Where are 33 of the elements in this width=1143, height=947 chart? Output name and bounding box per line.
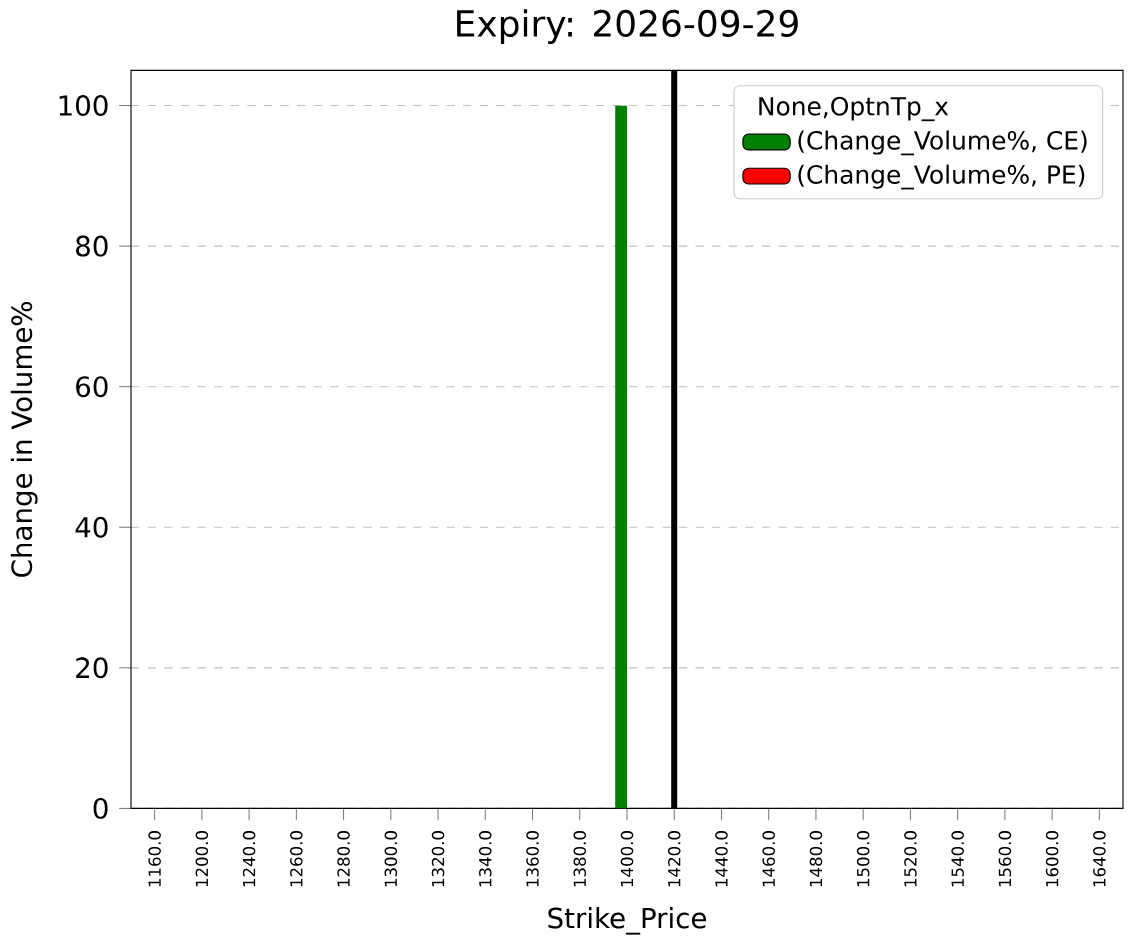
- x-tick-label: 1560.0: [998, 830, 1012, 887]
- y-tick-label: 80: [76, 235, 108, 257]
- x-tick-label: 1420.0: [667, 830, 681, 887]
- x-tick-label: 1640.0: [1093, 830, 1106, 887]
- x-tick-label: 1340.0: [479, 830, 492, 887]
- x-tick-label: 1240.0: [242, 830, 256, 887]
- y-tick-label: 100: [59, 94, 108, 116]
- legend-title: None,OptnTp_x: [759, 96, 949, 121]
- x-tick-label: 1360.0: [526, 830, 539, 887]
- y-tick-label: 40: [75, 516, 108, 538]
- x-tick-label: 1460.0: [762, 830, 775, 887]
- x-tick-label: 1160.0: [148, 830, 161, 887]
- x-tick-label: 1260.0: [290, 830, 303, 887]
- x-tick-label: 1320.0: [431, 830, 445, 887]
- x-tick-label: 1200.0: [195, 830, 209, 887]
- x-tick-label: 1480.0: [809, 830, 823, 887]
- x-tick-label: 1600.0: [1045, 830, 1059, 887]
- x-tick-label: 1400.0: [620, 830, 634, 887]
- x-tick-label: 1380.0: [573, 830, 587, 887]
- x-tick-label: 1500.0: [856, 830, 870, 887]
- y-tick-label: 60: [76, 375, 108, 397]
- x-tick-label: 1280.0: [337, 830, 350, 887]
- legend-label: (Change_Volume%, PE): [798, 164, 1085, 190]
- x-tick-label: 1520.0: [904, 830, 917, 887]
- x-tick-label: 1300.0: [384, 830, 398, 887]
- y-tick-label: 20: [76, 657, 108, 679]
- chart-title: Expiry: 2026-09-29: [457, 8, 798, 44]
- legend-label: (Change_Volume%, CE): [798, 130, 1087, 156]
- y-tick-label: 0: [93, 797, 108, 819]
- y-axis-title: Change in Volume%: [10, 301, 38, 577]
- x-axis-title: Strike_Price: [548, 906, 707, 935]
- x-tick-label: 1440.0: [715, 830, 728, 887]
- x-tick-label: 1540.0: [951, 830, 964, 887]
